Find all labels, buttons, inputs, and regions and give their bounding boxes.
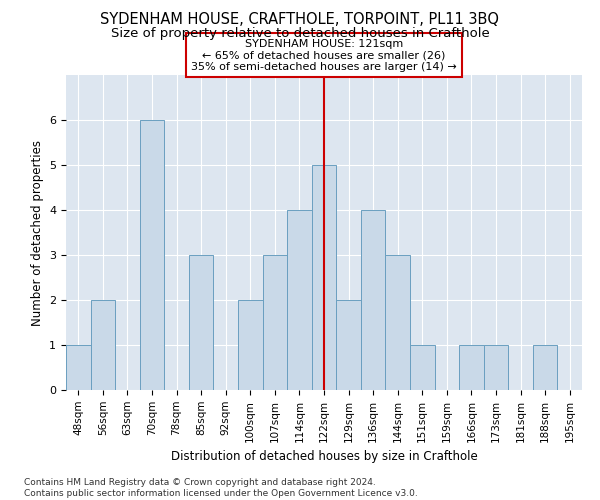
Bar (140, 120, 164, 390)
Text: SYDENHAM HOUSE, CRAFTHOLE, TORPOINT, PL11 3BQ: SYDENHAM HOUSE, CRAFTHOLE, TORPOINT, PL1… (101, 12, 499, 28)
Bar (533, 345, 557, 390)
Bar (385, 255, 410, 390)
Bar (484, 345, 508, 390)
Bar (336, 300, 361, 390)
Bar (410, 345, 434, 390)
Text: Contains HM Land Registry data © Crown copyright and database right 2024.
Contai: Contains HM Land Registry data © Crown c… (24, 478, 418, 498)
Text: SYDENHAM HOUSE: 121sqm
← 65% of detached houses are smaller (26)
35% of semi-det: SYDENHAM HOUSE: 121sqm ← 65% of detached… (191, 38, 457, 72)
Bar (238, 300, 263, 390)
Bar (189, 255, 214, 390)
Bar (66, 345, 91, 390)
Bar (312, 165, 336, 390)
Bar (459, 345, 484, 390)
Y-axis label: Number of detached properties: Number of detached properties (31, 140, 44, 326)
Bar (263, 255, 287, 390)
X-axis label: Distribution of detached houses by size in Crafthole: Distribution of detached houses by size … (170, 450, 478, 463)
Bar (361, 210, 385, 390)
Bar (287, 210, 312, 390)
Text: Size of property relative to detached houses in Crafthole: Size of property relative to detached ho… (110, 28, 490, 40)
Bar (91, 300, 115, 390)
